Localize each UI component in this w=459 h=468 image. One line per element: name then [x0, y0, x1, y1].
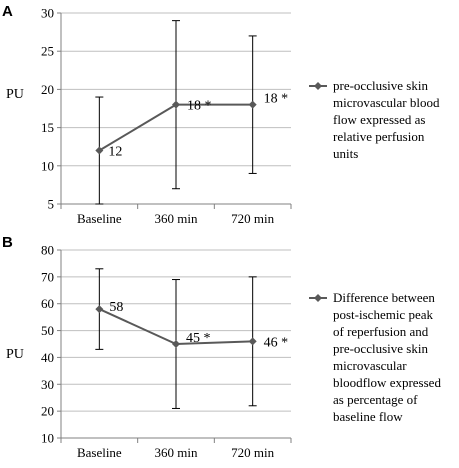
panel-b-y-tick-label: 20	[41, 404, 54, 419]
panel-a-legend-text: flow expressed as	[333, 112, 425, 127]
panel-a-data-label: 12	[108, 145, 122, 160]
panel-b: B 10 20 30 40 50 60 70 80 Baseline 360 min 720 min…	[2, 234, 441, 460]
panel-b-legend-text: of reperfusion and	[333, 324, 429, 339]
panel-a-y-tick-label: 30	[41, 6, 54, 21]
panel-a-y-tick-label: 20	[41, 82, 54, 97]
panel-b-legend-text: bloodflow expressed	[333, 375, 441, 390]
panel-b-y-tick-label: 70	[41, 269, 54, 284]
panel-b-data-label: 58	[109, 300, 123, 315]
panel-b-data-point	[248, 337, 257, 346]
panel-b-y-tick-label: 80	[41, 243, 54, 258]
panel-a-legend-text: microvascular blood	[333, 95, 440, 110]
panel-a-y-tick-label: 15	[41, 120, 54, 135]
panel-b-y-tick-label: 10	[41, 431, 54, 446]
panel-a-legend-marker	[314, 82, 322, 90]
panel-a-y-tick-label: 5	[48, 197, 55, 212]
panel-a-data-label: 18 *	[264, 92, 289, 107]
panel-a-category-label: 720 min	[231, 211, 274, 226]
panel-a-legend-text: relative perfusion	[333, 129, 425, 144]
panel-a-y-tick-label: 25	[41, 44, 54, 59]
panel-b-legend-text: baseline flow	[333, 409, 403, 424]
panel-b-legend-text: post-ischemic peak	[333, 307, 433, 322]
panel-a-y-tick-label: 10	[41, 158, 54, 173]
panel-b-y-tick-label: 30	[41, 377, 54, 392]
panel-a-data-point	[95, 146, 104, 155]
panel-b-y-tick-label: 60	[41, 296, 54, 311]
panel-b-y-tick-label: 40	[41, 350, 54, 365]
panel-a: A 5 10 15 20 25 30 Baseline 360 min 720 min PU 12 1…	[2, 3, 440, 226]
panel-b-data-point	[95, 305, 104, 314]
panel-b-legend-marker	[314, 294, 322, 302]
panel-b-y-axis-label: PU	[6, 347, 24, 362]
panel-b-category-label: Baseline	[77, 445, 122, 460]
panel-b-legend-text: Difference between	[333, 290, 435, 305]
panel-b-legend-text: microvascular	[333, 358, 407, 373]
panel-b-category-label: 720 min	[231, 445, 274, 460]
panel-a-letter: A	[2, 3, 13, 20]
panel-b-y-tick-label: 50	[41, 323, 54, 338]
panel-a-legend-text: units	[333, 146, 358, 161]
panel-b-letter: B	[2, 234, 13, 251]
panel-a-category-label: Baseline	[77, 211, 122, 226]
panel-b-legend-text: as percentage of	[333, 392, 418, 407]
panel-a-data-point	[248, 100, 257, 109]
panel-b-legend-text: pre-occlusive skin	[333, 341, 428, 356]
panel-a-legend-text: pre-occlusive skin	[333, 78, 428, 93]
panel-a-category-label: 360 min	[155, 211, 198, 226]
panel-b-category-label: 360 min	[155, 445, 198, 460]
panel-a-data-point	[172, 100, 180, 109]
panel-b-data-label: 45 *	[186, 331, 211, 346]
panel-b-data-point	[172, 340, 180, 348]
panel-a-data-label: 18 *	[187, 99, 212, 114]
panel-a-y-axis-label: PU	[6, 87, 24, 102]
panel-b-data-label: 46 *	[264, 335, 289, 350]
